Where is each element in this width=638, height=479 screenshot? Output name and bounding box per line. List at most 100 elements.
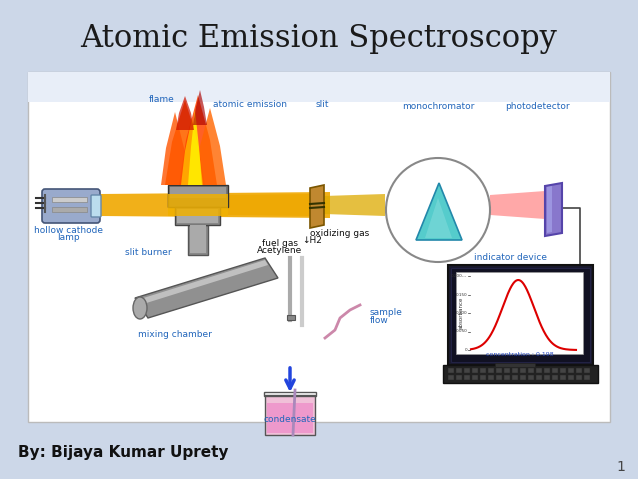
Bar (464, 368, 470, 373)
FancyBboxPatch shape (42, 189, 100, 223)
Polygon shape (194, 108, 226, 185)
Text: slit: slit (315, 100, 329, 109)
Polygon shape (547, 186, 552, 233)
Text: 0.050: 0.050 (456, 330, 467, 333)
Bar (512, 368, 518, 373)
Bar (576, 375, 582, 380)
Bar (267, 403, 313, 433)
Bar (552, 375, 558, 380)
Text: atomic emission: atomic emission (213, 100, 287, 109)
Bar (451, 268, 590, 362)
Text: monochromator: monochromator (402, 102, 474, 111)
Text: absorbance: absorbance (459, 297, 463, 329)
Bar (170, 187, 226, 198)
Bar (448, 265, 593, 365)
Bar (472, 368, 478, 373)
Text: By: Bijaya Kumar Uprety: By: Bijaya Kumar Uprety (18, 445, 228, 460)
Polygon shape (310, 185, 324, 228)
Bar (576, 368, 582, 373)
Bar (544, 368, 550, 373)
Text: sample: sample (370, 308, 403, 317)
Polygon shape (545, 183, 562, 236)
Text: fuel gas: fuel gas (262, 239, 298, 248)
Bar (448, 368, 454, 373)
Polygon shape (100, 192, 330, 218)
Text: ↓H2: ↓H2 (302, 236, 322, 245)
Bar (536, 368, 542, 373)
Bar (175, 207, 220, 225)
Text: concentration : 0.198: concentration : 0.198 (486, 352, 554, 357)
Bar (480, 368, 486, 373)
Text: flame: flame (149, 95, 175, 104)
Bar (504, 375, 510, 380)
Bar (496, 368, 502, 373)
Text: 0: 0 (464, 348, 467, 352)
Polygon shape (181, 118, 203, 185)
Text: flow: flow (370, 316, 389, 325)
Bar (504, 368, 510, 373)
Text: lamp: lamp (57, 233, 79, 242)
Text: 0.200---: 0.200--- (451, 274, 467, 278)
FancyBboxPatch shape (28, 72, 610, 422)
Polygon shape (490, 191, 545, 219)
Bar (177, 209, 218, 223)
Bar (472, 375, 478, 380)
Bar (456, 375, 462, 380)
Bar (52, 197, 87, 202)
Bar (190, 225, 206, 253)
Bar (528, 375, 534, 380)
Bar (456, 368, 462, 373)
Polygon shape (135, 258, 278, 318)
Bar (488, 368, 494, 373)
Text: condensate: condensate (263, 415, 316, 424)
Text: 1: 1 (616, 460, 625, 474)
Bar (448, 375, 454, 380)
Bar (568, 375, 574, 380)
Text: slit burner: slit burner (124, 248, 172, 257)
Bar (560, 368, 566, 373)
Polygon shape (179, 95, 217, 185)
Ellipse shape (133, 297, 147, 319)
Bar (456, 272, 583, 354)
Bar (536, 375, 542, 380)
Text: 0.150: 0.150 (456, 293, 467, 297)
Polygon shape (228, 194, 310, 216)
Bar (495, 363, 535, 367)
Bar (264, 392, 316, 396)
Bar (265, 395, 315, 435)
Polygon shape (188, 110, 202, 185)
Text: photodetector: photodetector (505, 102, 570, 111)
Bar (480, 375, 486, 380)
Bar (464, 375, 470, 380)
Bar (528, 368, 534, 373)
Bar (552, 368, 558, 373)
Polygon shape (165, 100, 205, 185)
Bar (443, 365, 598, 383)
Text: Acetylene: Acetylene (257, 246, 302, 255)
Bar (168, 185, 228, 207)
Bar (188, 225, 208, 255)
Polygon shape (168, 194, 228, 216)
Bar (287, 315, 295, 320)
Text: hollow cathode: hollow cathode (34, 226, 103, 235)
Polygon shape (193, 90, 207, 125)
Polygon shape (416, 183, 462, 240)
Text: indicator device: indicator device (473, 253, 547, 262)
Polygon shape (176, 96, 194, 130)
Text: oxidizing gas: oxidizing gas (310, 229, 369, 238)
Text: Atomic Emission Spectroscopy: Atomic Emission Spectroscopy (80, 23, 558, 54)
Bar (584, 375, 590, 380)
Bar (560, 375, 566, 380)
Polygon shape (137, 260, 268, 305)
Polygon shape (161, 112, 189, 185)
Bar (520, 375, 526, 380)
Text: 0.100: 0.100 (456, 311, 467, 315)
Bar (52, 207, 87, 212)
Bar (496, 375, 502, 380)
Text: mixing chamber: mixing chamber (138, 330, 212, 339)
Bar (512, 375, 518, 380)
Bar (520, 368, 526, 373)
Bar (568, 368, 574, 373)
Bar (584, 368, 590, 373)
FancyBboxPatch shape (91, 195, 101, 217)
